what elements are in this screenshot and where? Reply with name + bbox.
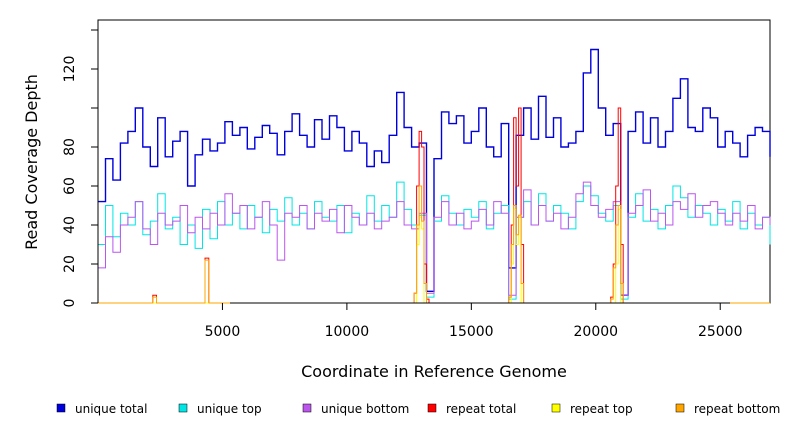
y-tick-label: 120: [62, 56, 78, 83]
legend: unique total unique top unique bottom repea…: [56, 402, 780, 416]
series-layer: [98, 48, 771, 304]
x-ticks: 5000 10000 15000 20000 25000: [205, 303, 743, 340]
legend-label: repeat total: [446, 402, 516, 416]
x-tick-label: 20000: [574, 324, 619, 340]
legend-label: unique bottom: [321, 402, 409, 416]
x-tick-label: 5000: [205, 324, 241, 340]
legend-swatch: [302, 403, 312, 413]
legend-swatch: [56, 403, 66, 413]
y-tick-label: 40: [62, 216, 78, 234]
y-axis-title: Read Coverage Depth: [22, 74, 41, 250]
y-tick-label: 20: [62, 255, 78, 273]
legend-swatch: [178, 403, 188, 413]
x-tick-label: 10000: [325, 324, 370, 340]
legend-label: unique total: [75, 402, 147, 416]
x-tick-label: 15000: [449, 324, 494, 340]
legend-swatch: [551, 403, 561, 413]
legend-label: repeat top: [570, 402, 633, 416]
x-axis-title: Coordinate in Reference Genome: [301, 362, 567, 381]
legend-swatch: [427, 403, 437, 413]
y-tick-label: 0: [62, 299, 78, 308]
y-tick-label: 80: [62, 138, 78, 156]
y-tick-label: 60: [62, 177, 78, 195]
legend-label: repeat bottom: [694, 402, 780, 416]
series-line-unique-bottom: [98, 181, 771, 296]
series-line-unique-total: [98, 48, 771, 296]
y-ticks: 0 20 40 60 80 120: [62, 29, 98, 308]
legend-swatch: [675, 403, 685, 413]
x-tick-label: 25000: [698, 324, 743, 340]
legend-label: unique top: [197, 402, 262, 416]
